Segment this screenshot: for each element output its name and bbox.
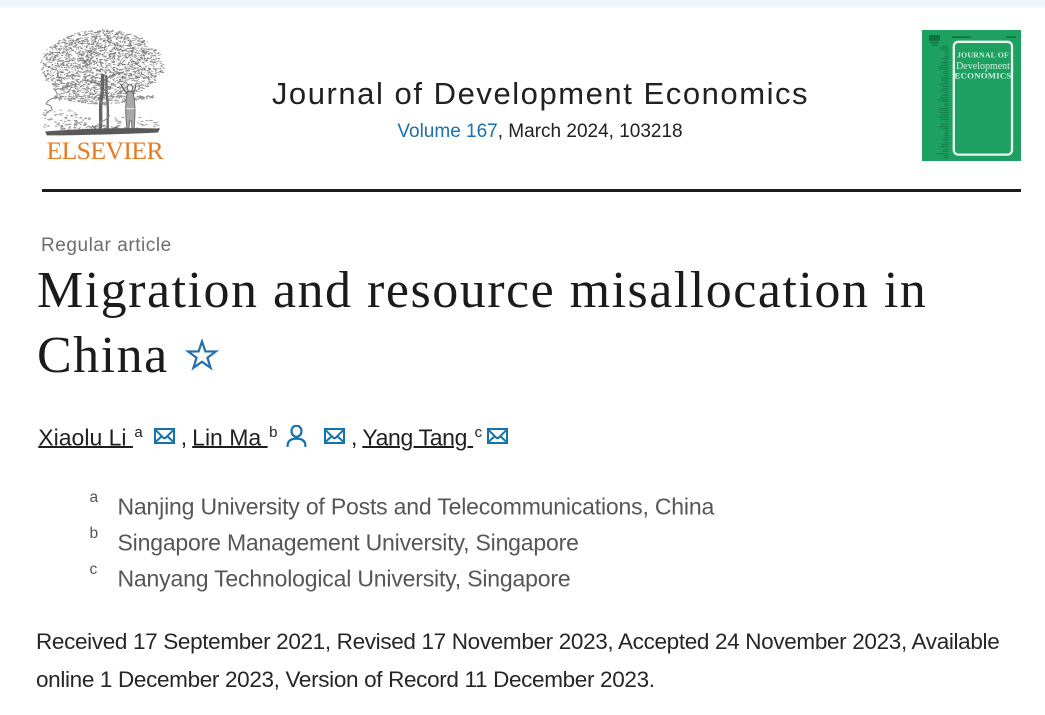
svg-text:JOURNAL OF: JOURNAL OF (957, 51, 1009, 60)
svg-text:Development: Development (956, 61, 1010, 72)
svg-text:ELSEVIER: ELSEVIER (47, 136, 165, 164)
svg-text:ECONOMICS: ECONOMICS (954, 71, 1011, 81)
